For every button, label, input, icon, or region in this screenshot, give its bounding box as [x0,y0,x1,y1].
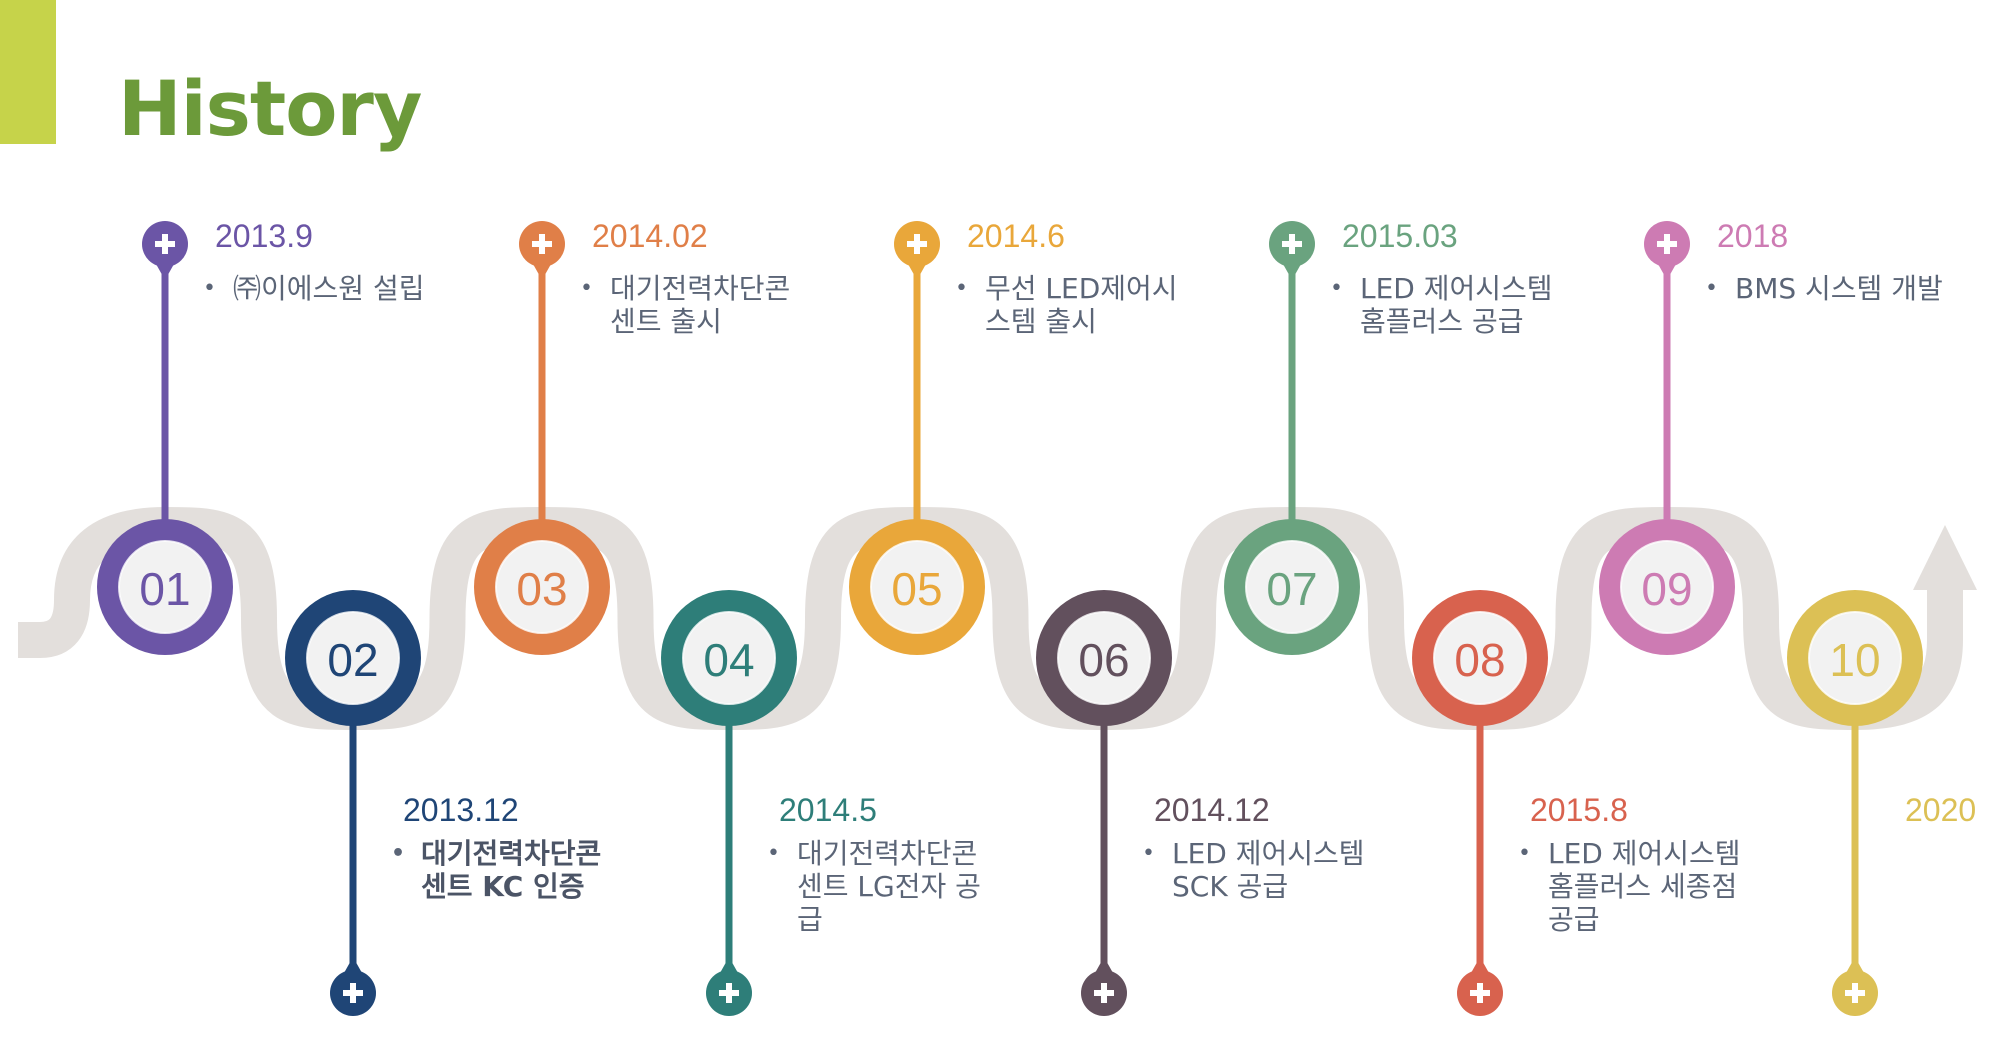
milestone-description-text: LED 제어시스템 홈플러스 공급 [1360,272,1553,338]
milestone-description-text: 무선 LED제어시 스템 출시 [985,272,1178,338]
milestone-description: • BMS 시스템 개발 [1705,272,1945,305]
plus-icon [1094,983,1114,1003]
plus-icon [343,983,363,1003]
milestone-number: 03 [516,563,567,615]
milestone-description: • LED 제어시스템 SCK 공급 [1142,837,1382,903]
pin-marker [894,221,940,280]
milestone-description: • LED 제어시스템 홈플러스 세종점 공급 [1518,837,1758,936]
milestone-number: 04 [703,634,754,686]
milestone-date: 2014.5 [779,792,877,828]
milestone-node: 03 [474,519,610,655]
plus-icon [1657,234,1677,254]
arrow-head-icon [1913,525,1977,590]
pin-marker [706,957,752,1016]
milestone-description: • 대기전력차단콘 센트 KC 인증 [391,837,631,903]
milestone-number: 08 [1454,634,1505,686]
plus-icon [532,234,552,254]
bullet-icon: • [1705,276,1718,301]
milestone-description-text: LED 제어시스템 SCK 공급 [1172,837,1365,903]
plus-icon [155,234,175,254]
pin-marker [1457,957,1503,1016]
milestone-description: • ㈜이에스원 설립 [203,272,443,305]
milestone-description: • 무선 LED제어시 스템 출시 [955,272,1195,338]
milestone-date: 2013.9 [215,218,313,254]
milestone-date: 2015.03 [1342,218,1458,254]
pin-marker [330,957,376,1016]
bullet-icon: • [391,841,406,866]
bullet-icon: • [767,841,780,866]
bullet-icon: • [203,276,216,301]
milestone-description-text: ㈜이에스원 설립 [233,272,425,305]
timeline-nodes: 01 02 03 04 05 06 07 08 09 10 [97,519,1923,726]
bullet-icon: • [955,276,968,301]
milestone-date: 2013.12 [403,792,519,828]
milestone-number: 06 [1078,634,1129,686]
milestone-node: 08 [1412,590,1548,726]
milestone-node: 01 [97,519,233,655]
milestone-node: 06 [1036,590,1172,726]
milestone-date: 2014.02 [592,218,708,254]
plus-icon [719,983,739,1003]
milestone-node: 05 [849,519,985,655]
pin-marker [1644,221,1690,280]
milestone-date: 2020 [1905,792,1977,828]
bullet-icon: • [1142,841,1155,866]
milestone-description-text: 대기전력차단콘 센트 KC 인증 [421,837,602,903]
page-title: History [118,64,422,153]
milestone-node: 07 [1224,519,1360,655]
milestone-date: 2014.12 [1154,792,1270,828]
milestone-node: 02 [285,590,421,726]
milestone-number: 09 [1641,563,1692,615]
title-accent-bar [0,0,56,144]
milestone-number: 02 [327,634,378,686]
milestone-description: • 대기전력차단콘 센트 LG전자 공 급 [767,837,1007,936]
milestone-description-text: 대기전력차단콘 센트 LG전자 공 급 [797,837,981,936]
pin-marker [519,221,565,280]
milestone-description-text: BMS 시스템 개발 [1735,272,1943,305]
milestone-date: 2015.8 [1530,792,1628,828]
pin-marker [1081,957,1127,1016]
bullet-icon: • [1330,276,1343,301]
milestone-date: 2018 [1717,218,1789,254]
bullet-icon: • [580,276,593,301]
pin-marker [1832,957,1878,1016]
plus-icon [1845,983,1865,1003]
milestone-date: 2014.6 [967,218,1065,254]
milestone-description: • LED 제어시스템 홈플러스 공급 [1330,272,1570,338]
plus-icon [1282,234,1302,254]
milestone-number: 07 [1266,563,1317,615]
milestone-number: 10 [1829,634,1880,686]
milestone-description-text: LED 제어시스템 홈플러스 세종점 공급 [1548,837,1741,936]
plus-icon [907,234,927,254]
milestone-node: 09 [1599,519,1735,655]
milestone-node: 10 [1787,590,1923,726]
milestone-number: 05 [891,563,942,615]
milestone-description-text: 대기전력차단콘 센트 출시 [610,272,791,338]
pin-marker [1269,221,1315,280]
milestone-description: • 대기전력차단콘 센트 출시 [580,272,820,338]
milestone-number: 01 [139,563,190,615]
pin-marker [142,221,188,280]
milestone-node: 04 [661,590,797,726]
plus-icon [1470,983,1490,1003]
bullet-icon: • [1518,841,1531,866]
